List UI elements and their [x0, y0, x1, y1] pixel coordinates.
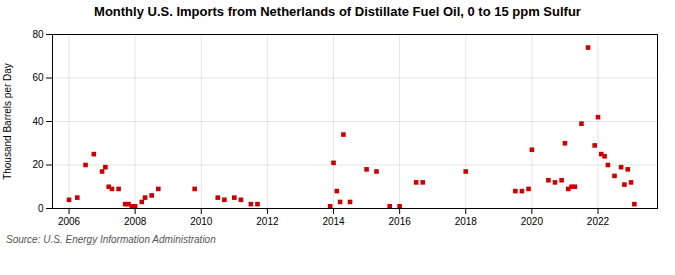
html-text:Source: U.S. Energy Informatio: Source: U.S. Energy Information Administ…: [6, 233, 216, 245]
svg-text:60: 60: [32, 72, 44, 83]
svg-text:2018: 2018: [455, 215, 478, 226]
svg-text:2010: 2010: [190, 215, 213, 226]
svg-text:Thousand Barrels per Day: Thousand Barrels per Day: [2, 63, 13, 180]
svg-text:0: 0: [38, 202, 44, 213]
svg-text:2012: 2012: [256, 215, 279, 226]
svg-text:2008: 2008: [124, 215, 147, 226]
svg-text:2022: 2022: [587, 215, 610, 226]
svg-text:80: 80: [32, 28, 44, 39]
svg-text:2020: 2020: [521, 215, 544, 226]
svg-text:2016: 2016: [389, 215, 412, 226]
svg-text:20: 20: [32, 159, 44, 170]
svg-text:2006: 2006: [58, 215, 81, 226]
svg-text:2014: 2014: [322, 215, 345, 226]
svg-text:40: 40: [32, 115, 44, 126]
html-text:Monthly U.S. Imports from Neth: Monthly U.S. Imports from Netherlands of…: [94, 4, 581, 19]
